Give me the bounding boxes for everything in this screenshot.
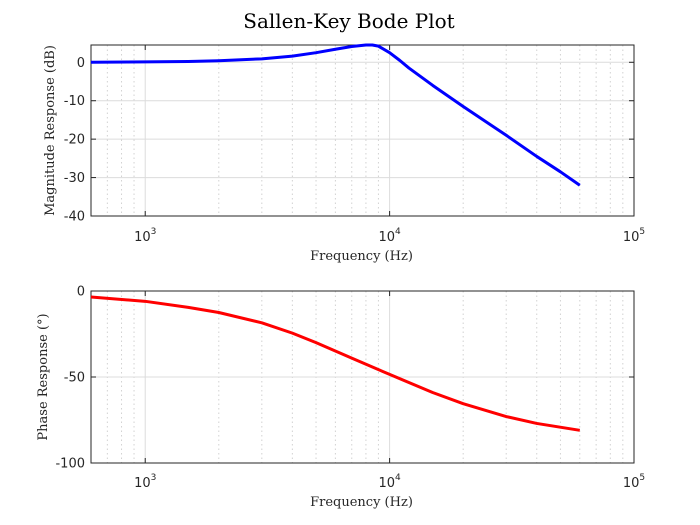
magnitude-response-line: [90, 43, 581, 187]
phase-x-axis-label: Frequency (Hz): [310, 495, 413, 510]
magnitude-axes-box: [90, 44, 635, 217]
phase-plot: 0 -50 -100 103 104 105 Frequency (Hz) Phase Res…: [36, 285, 645, 511]
phase-x-tick-label: 103: [134, 473, 156, 491]
magnitude-x-tick-label: 103: [134, 227, 156, 245]
magnitude-y-tick-label: -20: [64, 133, 85, 148]
magnitude-y-tick-label: -10: [64, 94, 85, 109]
phase-y-tick-label: -100: [55, 457, 85, 472]
phase-y-tick-label: -50: [64, 371, 85, 386]
figure-title: Sallen-Key Bode Plot: [243, 9, 454, 33]
magnitude-x-axis-label: Frequency (Hz): [310, 249, 413, 264]
magnitude-x-tick-label: 105: [623, 227, 645, 245]
magnitude-y-tick-label: -30: [64, 171, 85, 186]
magnitude-y-axis-label: Magnitude Response (dB): [43, 45, 58, 216]
magnitude-y-tick-label: -40: [64, 210, 85, 225]
phase-response-line: [90, 295, 581, 432]
magnitude-plot: 0 -10 -20 -30 -40 103 104 105 Frequency (Hz) Magn…: [43, 43, 645, 264]
phase-x-tick-label: 104: [378, 473, 401, 491]
phase-y-axis-label: Phase Response (°): [36, 313, 51, 440]
phase-x-tick-label: 105: [623, 473, 645, 491]
magnitude-y-tick-label: 0: [77, 56, 85, 71]
magnitude-x-tick-label: 104: [378, 227, 401, 245]
phase-y-tick-label: 0: [77, 285, 85, 300]
